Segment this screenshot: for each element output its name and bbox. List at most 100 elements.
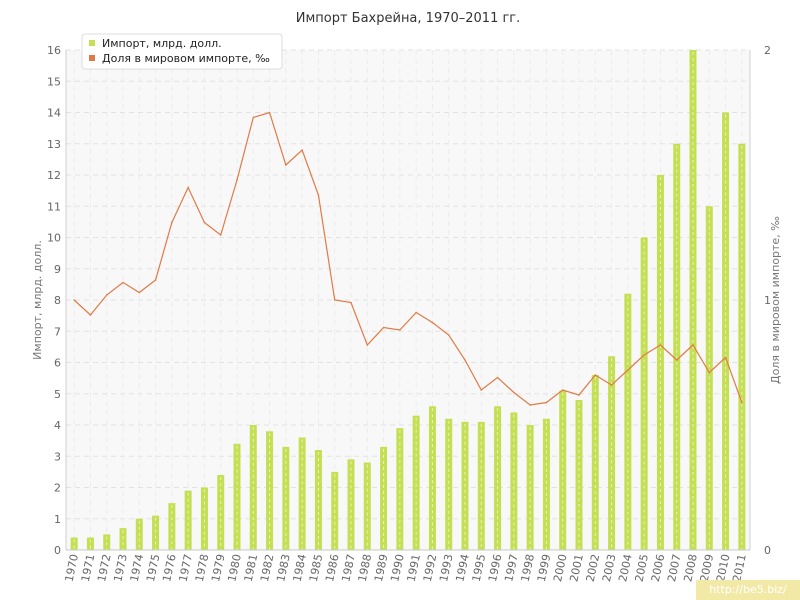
x-tick-label: 2003 (600, 553, 619, 583)
line-point (89, 314, 92, 316)
line-point (382, 326, 385, 329)
x-tick-label: 1980 (225, 553, 244, 583)
bar (656, 175, 664, 550)
y-tick-label: 1 (54, 513, 61, 526)
y2-axis-title: Доля в мировом импорте, ‰ (769, 216, 782, 384)
line-point (219, 234, 222, 236)
line-point (431, 321, 434, 324)
x-tick-label: 1987 (339, 553, 358, 583)
x-tick-label: 1996 (486, 553, 505, 583)
x-tick-label: 1999 (535, 553, 554, 583)
x-tick-label: 1983 (274, 553, 293, 583)
line-point (513, 391, 515, 394)
y-tick-label: 15 (47, 75, 61, 88)
line-point (496, 376, 499, 379)
x-tick-label: 2004 (616, 553, 635, 583)
bar (184, 490, 192, 550)
line-point (545, 401, 548, 404)
line-point (138, 291, 141, 294)
x-tick-label: 1971 (79, 553, 98, 583)
line-point (659, 344, 662, 346)
line-point (105, 294, 108, 296)
x-tick-label: 1972 (95, 553, 114, 583)
line-point (529, 404, 531, 406)
x-tick-label: 1984 (291, 553, 310, 583)
line-point (675, 359, 678, 361)
line-layer (73, 111, 743, 406)
line-series (73, 111, 743, 406)
x-tick-label: 1981 (242, 553, 261, 583)
x-tick-label: 1977 (177, 553, 196, 583)
legend-box (81, 33, 283, 70)
x-tick-label: 1979 (209, 553, 228, 583)
line-point (724, 356, 727, 359)
bar (542, 418, 550, 550)
line-point (268, 111, 271, 114)
y-tick-label: 8 (54, 294, 61, 307)
x-tick-label: 2009 (698, 553, 717, 583)
x-tick-label: 2010 (714, 553, 733, 583)
y-tick-label: 3 (54, 450, 61, 463)
line-point (578, 394, 580, 396)
bar (233, 443, 241, 550)
bar (673, 143, 681, 550)
bar (396, 428, 404, 550)
x-tick-label: 1982 (258, 553, 277, 583)
bar (445, 418, 453, 550)
y-tick-label: 6 (54, 357, 61, 370)
x-tick-label: 1991 (405, 553, 424, 583)
line-point (366, 344, 369, 346)
line-point (203, 221, 206, 224)
bar (86, 537, 94, 550)
x-tick-label: 1997 (502, 553, 521, 583)
bar (217, 475, 225, 550)
line-point (73, 299, 75, 301)
bar (608, 356, 616, 550)
x-tick-label: 2002 (584, 553, 603, 583)
line-point (187, 186, 189, 189)
line-point (333, 299, 336, 301)
watermark: http://be5.biz/ (696, 580, 800, 600)
y2-tick-label: 1 (764, 294, 771, 307)
line-point (285, 164, 287, 166)
x-tick-label: 1975 (144, 553, 163, 583)
line-point (122, 281, 124, 284)
legend-swatch-bars (89, 40, 95, 46)
x-tick-label: 1970 (63, 553, 82, 583)
y-tick-label: 10 (47, 232, 61, 245)
line-point (447, 334, 450, 336)
y2-tick-label: 0 (764, 544, 771, 557)
legend-swatch-line (89, 55, 95, 61)
line-point (464, 359, 466, 361)
bar (152, 515, 160, 550)
line-point (594, 374, 597, 376)
y2-tick-label: 2 (764, 44, 771, 57)
y-tick-label: 13 (47, 138, 61, 151)
y-tick-label: 11 (47, 200, 61, 213)
bar (412, 415, 420, 550)
legend-label-bars: Импорт, млрд. долл. (102, 37, 222, 50)
x-tick-label: 1994 (453, 553, 472, 583)
line-point (415, 311, 417, 314)
x-tick-label: 2008 (681, 553, 700, 583)
line-point (741, 401, 743, 404)
bar (494, 406, 502, 550)
line-point (708, 371, 711, 374)
x-tick-label: 2001 (567, 553, 586, 583)
line-point (480, 389, 483, 391)
bar (266, 431, 274, 550)
x-tick-label: 2005 (633, 553, 652, 583)
y-tick-label: 14 (47, 107, 61, 120)
x-tick-label: 2000 (551, 553, 570, 583)
y-tick-label: 16 (47, 44, 61, 57)
bar (200, 487, 208, 550)
x-tick-label: 1976 (160, 553, 179, 583)
bar (428, 406, 436, 550)
line-point (610, 384, 613, 386)
line-point (399, 329, 401, 331)
bar (640, 237, 648, 550)
line-point (643, 354, 645, 356)
bar (738, 143, 746, 550)
line-point (627, 369, 629, 371)
